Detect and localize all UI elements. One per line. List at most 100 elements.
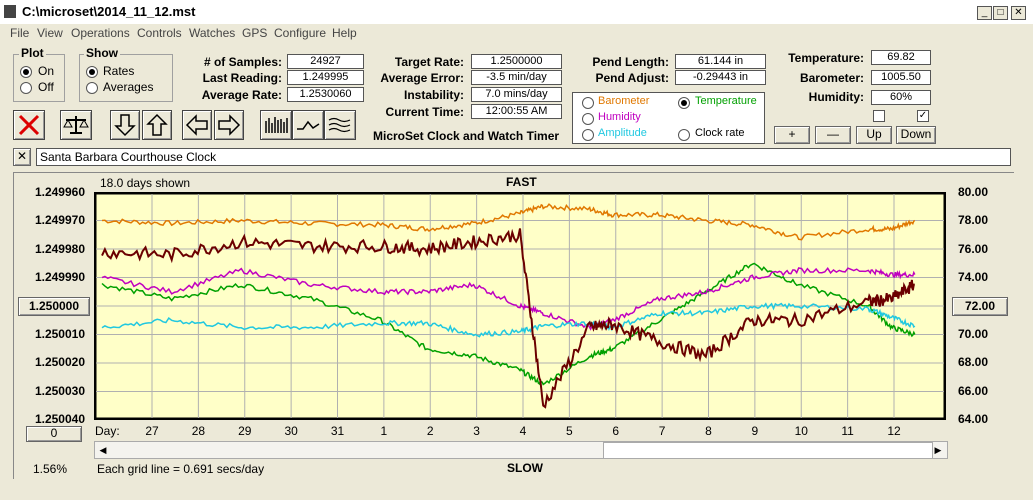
series-line-clock-rate (101, 228, 915, 409)
menu-bar (0, 24, 1033, 42)
stop-button[interactable] (13, 110, 45, 140)
amplitude-radio[interactable] (582, 129, 594, 141)
y-left-tick: 1.250020 (34, 355, 85, 369)
menu-gps[interactable]: GPS (242, 26, 268, 40)
up-arrow-button[interactable] (142, 110, 172, 140)
barometer-field: 1005.50 (871, 70, 931, 85)
days-shown-label: 18.0 days shown (100, 176, 191, 190)
menu-view[interactable]: View (37, 26, 63, 40)
pend-adjust-label: Pend Adjust: (595, 71, 669, 85)
show-averages-label: Averages (103, 80, 154, 94)
current-time-field: 12:00:55 AM (471, 104, 562, 119)
grid-note: Each grid line = 0.691 secs/day (97, 462, 265, 476)
plus-button[interactable]: + (774, 126, 810, 144)
wave-view-button[interactable] (292, 110, 324, 140)
target-rate-label: Target Rate: (394, 55, 464, 69)
temperature-radio[interactable] (678, 97, 690, 109)
menu-help[interactable]: Help (332, 26, 357, 40)
scroll-thumb[interactable] (603, 442, 933, 459)
show-rates-radio[interactable] (86, 66, 98, 78)
show-averages-radio[interactable] (86, 82, 98, 94)
minimize-button[interactable]: _ (977, 6, 992, 20)
temperature-label: Temperature: (788, 51, 864, 65)
samples-label: # of Samples: (203, 55, 282, 69)
sensor-select-box (572, 92, 765, 144)
x-axis-tick: 28 (191, 424, 206, 438)
x-axis-tick: 12 (887, 424, 901, 438)
last-reading-field: 1.249995 (287, 70, 364, 85)
zero-button[interactable]: 0 (26, 426, 82, 442)
down-arrow-button[interactable] (110, 110, 140, 140)
target-rate-field: 1.2500000 (471, 54, 562, 69)
wave-icon (297, 120, 320, 130)
app-caption: MicroSet Clock and Watch Timer (373, 129, 560, 143)
humidity-radio[interactable] (582, 113, 594, 125)
plot-group-title: Plot (19, 46, 46, 60)
right-value-button[interactable]: 72.00 (952, 297, 1008, 316)
barometer-radio[interactable] (582, 97, 594, 109)
clock-rate-radio[interactable] (678, 129, 690, 141)
menu-controls[interactable]: Controls (137, 26, 182, 40)
menu-watches[interactable]: Watches (189, 26, 236, 40)
option-checkbox-2[interactable]: ✓ (917, 110, 929, 122)
y-left-tick: 1.249960 (34, 185, 85, 199)
balance-button[interactable] (60, 110, 92, 140)
barometer-label: Barometer: (799, 71, 864, 85)
left-arrow-button[interactable] (182, 110, 212, 140)
y-right-tick: 66.00 (958, 384, 989, 398)
x-axis-tick: 2 (426, 424, 434, 438)
y-right-tick: 70.00 (958, 327, 989, 341)
show-rates-label: Rates (103, 64, 135, 78)
scroll-left-arrow[interactable]: ◀ (99, 445, 107, 455)
multi-wave-icon (328, 117, 351, 133)
close-button[interactable]: ✕ (1011, 6, 1026, 20)
clear-watch-button[interactable]: ✕ (13, 148, 31, 166)
rate-chart (94, 192, 946, 420)
y-right-tick: 80.00 (958, 185, 989, 199)
instability-label: Instability: (403, 88, 464, 102)
minus-button[interactable]: — (815, 126, 851, 144)
clock-rate-option: Clock rate (695, 127, 745, 139)
bars-view-button[interactable] (260, 110, 292, 140)
pend-length-field: 61.144 in (675, 54, 766, 69)
window-title: C:\microset\2014_11_12.mst (22, 4, 196, 19)
down-arrow-icon (114, 114, 136, 137)
y-left-tick: 1.250030 (34, 384, 85, 398)
percent-label: 1.56% (33, 462, 68, 476)
plot-on-radio[interactable] (20, 66, 32, 78)
samples-field: 24927 (287, 54, 364, 69)
up-button[interactable]: Up (856, 126, 892, 144)
x-axis-tick: 1 (380, 424, 388, 438)
scroll-right-arrow[interactable]: ▶ (934, 445, 942, 455)
temperature-option: Temperature (695, 95, 757, 107)
average-error-label: Average Error: (380, 71, 464, 85)
down-button[interactable]: Down (896, 126, 936, 144)
amplitude-option: Amplitude (598, 127, 647, 139)
y-right-tick: 68.00 (958, 355, 989, 369)
x-axis-tick: 4 (519, 424, 527, 438)
plot-off-radio[interactable] (20, 82, 32, 94)
center-rate-button[interactable]: 1.250000 (18, 297, 90, 316)
fast-label: FAST (506, 175, 537, 189)
slow-label: SLOW (507, 461, 543, 475)
right-arrow-button[interactable] (214, 110, 244, 140)
x-axis-tick: 7 (658, 424, 666, 438)
show-group-title: Show (84, 46, 120, 60)
y-right-tick: 74.00 (958, 270, 989, 284)
horizontal-scrollbar[interactable]: ◀ ▶ (94, 441, 948, 459)
x-axis-tick: 11 (841, 424, 854, 438)
multi-wave-button[interactable] (324, 110, 356, 140)
barometer-option: Barometer (598, 95, 650, 107)
option-checkbox-1[interactable] (873, 110, 885, 122)
day-axis-label: Day: (95, 424, 120, 438)
maximize-button[interactable]: □ (993, 6, 1008, 20)
series-line-amplitude (101, 302, 916, 338)
series-line-humidity (101, 267, 916, 331)
scale-icon (63, 116, 89, 134)
menu-configure[interactable]: Configure (274, 26, 327, 40)
watch-name-input[interactable]: Santa Barbara Courthouse Clock (36, 148, 1011, 166)
series-line-barometer (101, 203, 916, 241)
menu-file[interactable]: File (10, 26, 30, 40)
menu-operations[interactable]: Operations (71, 26, 130, 40)
pend-length-label: Pend Length: (592, 55, 669, 69)
